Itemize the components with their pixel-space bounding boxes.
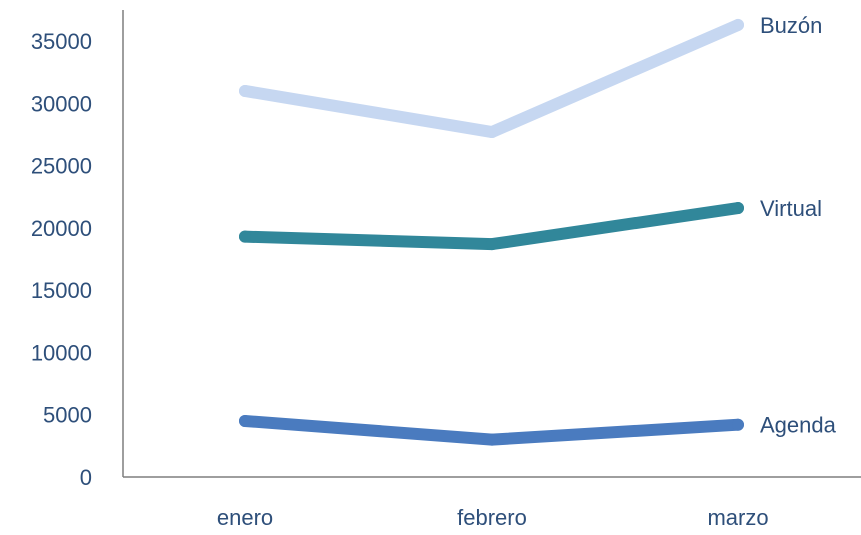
data-point-agenda	[239, 414, 251, 427]
x-tick-label: febrero	[457, 505, 527, 530]
data-point-virtual	[732, 202, 744, 215]
x-tick-label: marzo	[707, 505, 768, 530]
data-point-buz-n	[732, 18, 744, 31]
x-tick-label: enero	[217, 505, 273, 530]
data-point-buz-n	[239, 84, 251, 97]
series-label-virtual: Virtual	[760, 196, 822, 221]
y-tick-label: 20000	[31, 216, 92, 241]
y-tick-label: 25000	[31, 154, 92, 179]
y-tick-label: 15000	[31, 278, 92, 303]
y-tick-label: 30000	[31, 91, 92, 116]
series-lines	[239, 18, 744, 446]
data-point-agenda	[732, 418, 744, 431]
data-point-virtual	[486, 238, 498, 251]
series-line-buz-n	[239, 18, 744, 139]
data-point-virtual	[239, 230, 251, 243]
series-label-agenda: Agenda	[760, 413, 837, 438]
y-tick-label: 35000	[31, 29, 92, 54]
series-labels: Buzón Virtual Agenda	[760, 13, 837, 438]
series-label-buz-n: Buzón	[760, 13, 822, 38]
y-tick-label: 5000	[43, 403, 92, 428]
data-point-buz-n	[486, 126, 498, 139]
axes: 0 5000 10000 15000 20000 25000 30000 35000 enero…	[31, 10, 861, 530]
y-tick-label: 0	[80, 465, 92, 490]
data-point-agenda	[486, 433, 498, 446]
y-tick-label: 10000	[31, 340, 92, 365]
